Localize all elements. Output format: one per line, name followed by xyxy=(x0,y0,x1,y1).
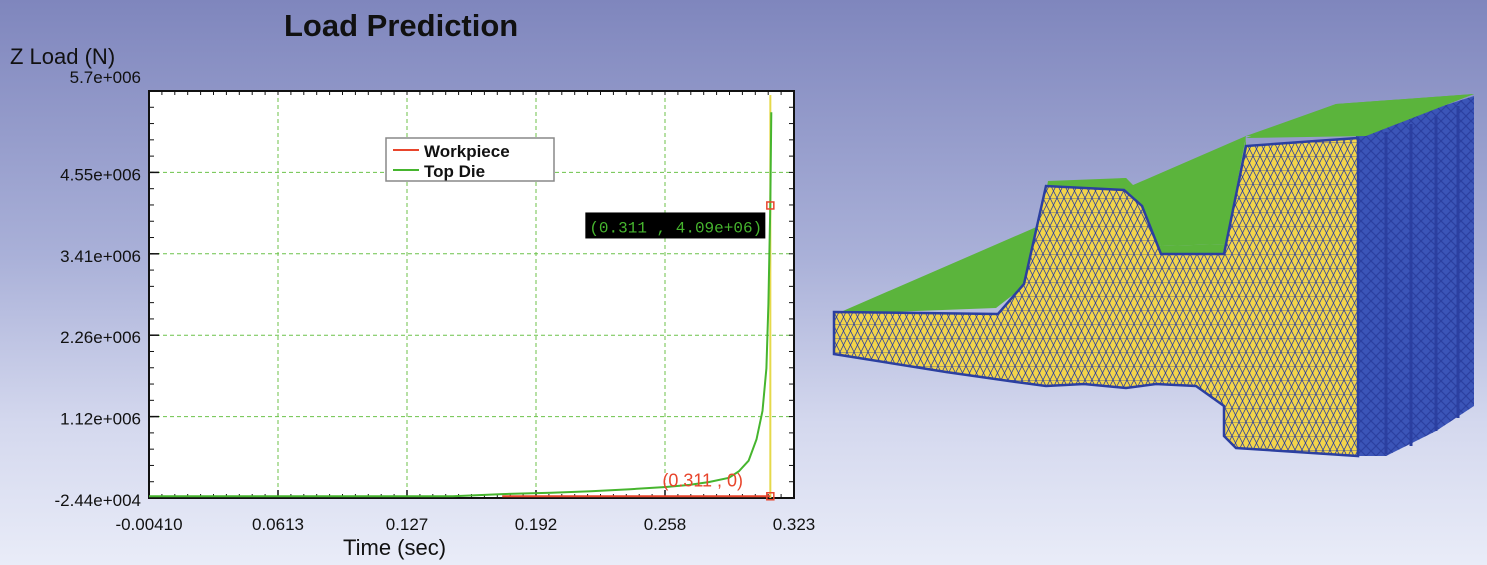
y-tick-label: 4.55e+006 xyxy=(60,165,141,184)
y-axis-label: Z Load (N) xyxy=(10,44,116,69)
x-tick-label: 0.323 xyxy=(773,515,816,534)
y-tick-label: 2.26e+006 xyxy=(60,328,141,347)
load-prediction-chart: -0.00410 0.0613 0.127 0.192 0.258 0.323 5.7e+0… xyxy=(55,68,816,534)
forging-mesh-view xyxy=(832,94,1474,458)
mesh-top-upper xyxy=(1246,94,1474,138)
data-point-marker xyxy=(766,201,775,210)
x-tick-label: 0.127 xyxy=(386,515,429,534)
x-tick-label: 0.192 xyxy=(515,515,558,534)
x-tick-label: 0.258 xyxy=(644,515,687,534)
chart-title: Load Prediction xyxy=(284,8,519,43)
annotation-label: (0.311 , 4.09e+06) xyxy=(589,219,762,237)
x-tick-label: -0.00410 xyxy=(115,515,182,534)
mesh-top-face xyxy=(836,94,1474,314)
y-tick-label: -2.44e+004 xyxy=(55,491,142,510)
mesh-fins xyxy=(1384,106,1460,454)
series-line-top-die xyxy=(149,112,773,498)
y-tick-label: 3.41e+006 xyxy=(60,247,141,266)
legend: Workpiece Top Die xyxy=(385,137,555,182)
series xyxy=(149,95,773,498)
annotation-label: (0.311 , 0) xyxy=(662,470,743,490)
y-tick-label: 5.7e+006 xyxy=(70,68,141,87)
mesh-front-wire xyxy=(832,136,1360,458)
legend-box xyxy=(385,137,555,182)
x-tick-label: 0.0613 xyxy=(252,515,304,534)
legend-label-top-die: Top Die xyxy=(424,162,485,181)
axis-ticks: -0.00410 0.0613 0.127 0.192 0.258 0.323 5.7e+0… xyxy=(55,68,816,534)
x-axis-label: Time (sec) xyxy=(343,535,447,560)
data-point-marker xyxy=(766,492,775,501)
mesh-side-hatch xyxy=(1356,96,1474,456)
annotation-background xyxy=(585,212,766,239)
legend-label-workpiece: Workpiece xyxy=(424,142,510,161)
y-tick-label: 1.12e+006 xyxy=(60,410,141,429)
annotations: (0.311 , 4.09e+06) (0.311 , 0) xyxy=(585,201,775,501)
